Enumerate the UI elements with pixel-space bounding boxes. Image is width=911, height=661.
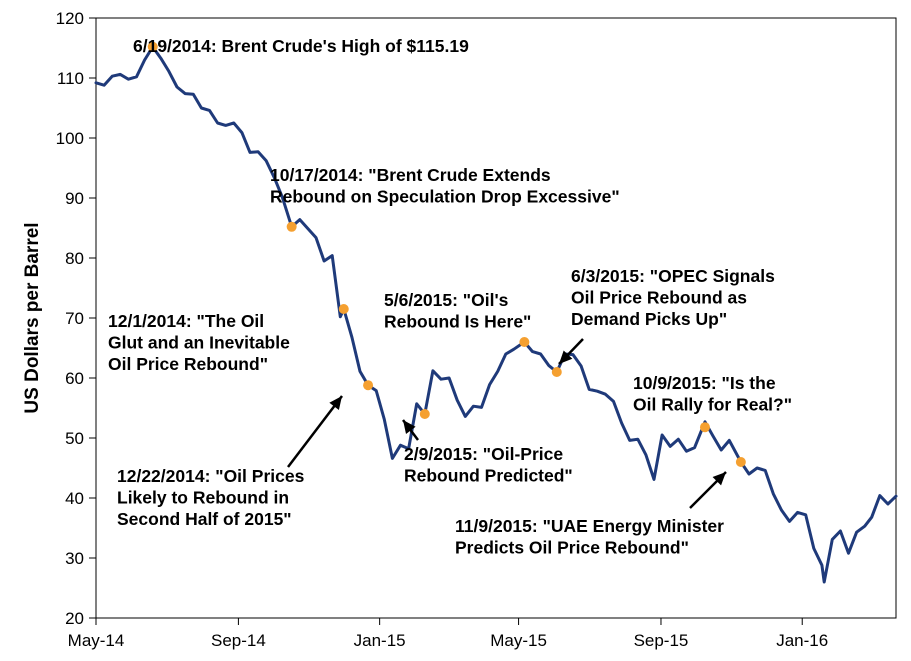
y-tick-label: 120: [56, 9, 84, 28]
annotation-3: 12/1/2014: "The Oil Glut and an Inevitabl…: [108, 311, 290, 374]
event-marker: [551, 367, 562, 377]
callout-arrow: [287, 395, 343, 468]
annotation-6: 5/6/2015: "Oil's Rebound Is Here": [384, 290, 531, 332]
arrow-head: [712, 472, 726, 486]
y-tick-label: 50: [65, 429, 84, 448]
event-marker: [699, 422, 710, 433]
callout-arrows: [287, 338, 727, 509]
y-tick-label: 70: [65, 309, 84, 328]
arrow-head: [403, 420, 416, 434]
annotation-line: 6/3/2015: "OPEC Signals: [571, 266, 775, 286]
y-tick-label: 90: [65, 189, 84, 208]
annotation-line: Second Half of 2015": [117, 509, 292, 529]
annotation-line: Demand Picks Up": [571, 309, 727, 329]
annotation-line: 10/9/2015: "Is the: [633, 373, 776, 393]
y-axis: 20 30 40 50 60 70 80 90 100 110 120: [56, 9, 96, 628]
x-tick-label: May-15: [490, 631, 547, 650]
annotation-9: 11/9/2015: "UAE Energy Minister Predicts …: [455, 516, 724, 558]
annotation-line: 5/6/2015: "Oil's: [384, 290, 509, 310]
event-marker: [735, 457, 746, 467]
annotation-line: 10/17/2014: "Brent Crude Extends: [270, 165, 551, 185]
annotation-line: 2/9/2015: "Oil-Price: [404, 444, 563, 464]
series-line: [94, 45, 898, 584]
x-tick-label: Jan-15: [354, 631, 406, 650]
x-tick-label: May-14: [68, 631, 125, 650]
x-axis: May-14 Sep-14 Jan-15 May-15 Sep-15 Jan-16: [68, 618, 828, 650]
y-tick-label: 80: [65, 249, 84, 268]
event-markers: [147, 41, 746, 467]
y-tick-label: 100: [56, 129, 84, 148]
y-tick-label: 40: [65, 489, 84, 508]
annotation-line: Predicts Oil Price Rebound": [455, 538, 689, 558]
annotation-line: Likely to Rebound in: [117, 488, 289, 508]
x-tick-label: Sep-15: [634, 631, 689, 650]
annotations: 6/19/2014: Brent Crude's High of $115.19…: [108, 36, 792, 558]
event-marker: [419, 409, 430, 419]
annotation-line: Oil Price Rebound as: [571, 288, 747, 308]
annotation-4: 12/22/2014: "Oil Prices Likely to Rebound…: [117, 466, 305, 529]
annotation-7: 6/3/2015: "OPEC Signals Oil Price Rebound…: [571, 266, 775, 329]
event-marker: [147, 41, 158, 52]
annotation-line: 11/9/2015: "UAE Energy Minister: [455, 516, 724, 536]
event-marker: [363, 380, 374, 391]
annotation-8: 10/9/2015: "Is the Oil Rally for Real?": [633, 373, 792, 415]
annotation-line: Oil Rally for Real?": [633, 395, 792, 415]
annotation-line: 12/1/2014: "The Oil: [108, 311, 264, 331]
event-marker: [338, 304, 349, 314]
annotation-line: 6/19/2014: Brent Crude's High of $115.19: [133, 36, 469, 56]
annotation-line: 12/22/2014: "Oil Prices: [117, 466, 305, 486]
annotation-line: Rebound on Speculation Drop Excessive": [270, 187, 620, 207]
y-tick-label: 110: [57, 69, 84, 88]
y-axis-label: US Dollars per Barrel: [22, 222, 43, 413]
annotation-line: Oil Price Rebound": [108, 354, 268, 374]
annotation-5: 2/9/2015: "Oil-Price Rebound Predicted": [404, 444, 573, 486]
annotation-line: Glut and an Inevitable: [108, 333, 290, 353]
annotation-1: 6/19/2014: Brent Crude's High of $115.19: [133, 36, 469, 56]
y-tick-label: 20: [65, 609, 84, 628]
annotation-line: Rebound Is Here": [384, 312, 531, 332]
arrow-head: [329, 396, 342, 410]
x-tick-label: Sep-14: [211, 631, 266, 650]
x-tick-label: Jan-16: [776, 631, 828, 650]
y-tick-label: 30: [65, 549, 84, 568]
event-marker: [286, 221, 297, 232]
annotation-2: 10/17/2014: "Brent Crude Extends Rebound …: [270, 165, 620, 207]
y-tick-label: 60: [65, 369, 84, 388]
event-marker: [519, 337, 530, 347]
annotation-line: Rebound Predicted": [404, 466, 573, 486]
arrow-head: [559, 350, 573, 364]
